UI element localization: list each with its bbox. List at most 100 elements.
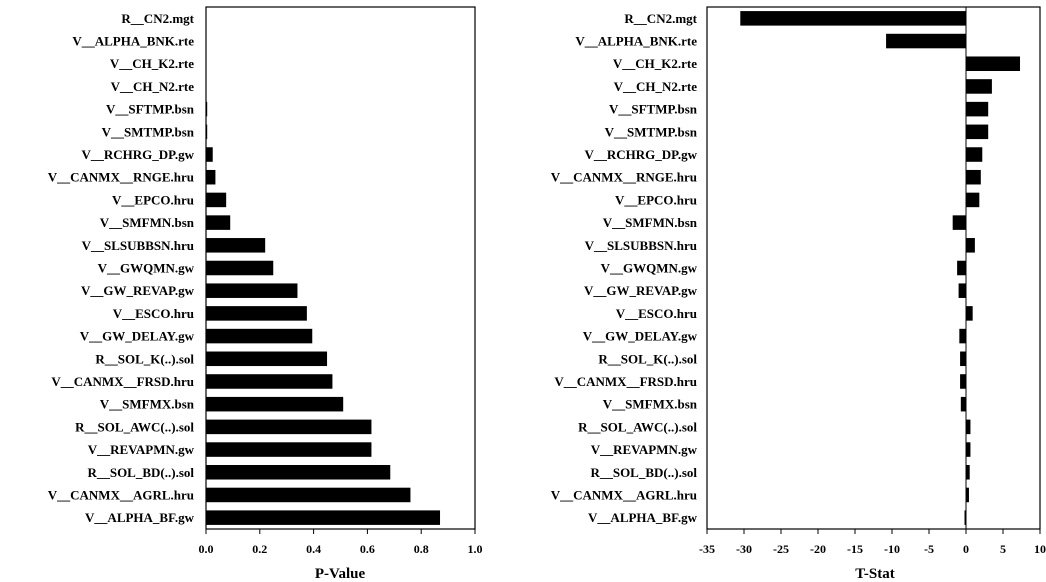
pvalue-category-label: V__SLSUBBSN.hru	[82, 238, 194, 253]
pvalue-x-tick-label: 0.6	[360, 542, 375, 556]
tstat-category-label: V__GW_DELAY.gw	[583, 329, 698, 344]
pvalue-x-tick-label: 0.4	[306, 542, 321, 556]
pvalue-bar	[206, 169, 216, 185]
pvalue-bar	[206, 396, 344, 412]
pvalue-category-label: V__SMFMX.bsn	[100, 397, 195, 412]
tstat-category-label: V__SMTMP.bsn	[605, 124, 698, 139]
tstat-bar	[957, 260, 966, 276]
pvalue-category-label: V__CANMX__RNGE.hru	[48, 170, 194, 185]
pvalue-category-label: R__SOL_AWC(..).sol	[75, 419, 194, 434]
pvalue-bar	[206, 260, 274, 276]
pvalue-bar	[206, 351, 328, 367]
tstat-bar	[966, 306, 973, 321]
tstat-x-tick-label: -10	[884, 542, 900, 556]
pvalue-category-label: V__EPCO.hru	[112, 192, 194, 207]
tstat-category-label: V__CH_K2.rte	[613, 56, 697, 71]
tstat-category-label: V__ALPHA_BF.gw	[588, 510, 698, 525]
pvalue-category-label: V__GWQMN.gw	[98, 261, 195, 276]
pvalue-x-tick-label: 0.8	[414, 542, 429, 556]
tstat-category-label: V__SMFMX.bsn	[603, 397, 698, 412]
tstat-category-label: R__SOL_AWC(..).sol	[578, 419, 697, 434]
tstat-bar	[966, 101, 989, 117]
pvalue-category-label: V__ALPHA_BNK.rte	[72, 34, 194, 49]
pvalue-bar	[206, 487, 411, 503]
pvalue-bar	[206, 192, 227, 208]
tstat-bar	[966, 124, 989, 140]
tstat-category-label: V__ESCO.hru	[616, 306, 697, 321]
tstat-x-tick-label: -5	[924, 542, 934, 556]
tstat-x-tick-label: -35	[699, 542, 715, 556]
pvalue-category-label: R__SOL_K(..).sol	[95, 351, 194, 366]
tstat-category-label: V__CANMX__RNGE.hru	[551, 170, 697, 185]
tstat-bar	[966, 464, 970, 480]
tstat-bar	[966, 147, 983, 162]
tstat-category-label: V__ALPHA_BNK.rte	[575, 34, 697, 49]
tstat-plot-frame	[706, 6, 1041, 530]
pvalue-category-label: V__REVAPMN.gw	[88, 442, 195, 457]
pvalue-category-label: V__SMTMP.bsn	[102, 124, 195, 139]
tstat-x-tick-label: 0	[963, 542, 969, 556]
pvalue-category-label: V__RCHRG_DP.gw	[81, 147, 194, 162]
tstat-category-label: V__REVAPMN.gw	[591, 442, 698, 457]
tstat-bar	[952, 215, 966, 230]
tstat-bar	[740, 11, 966, 26]
tstat-category-label: V__EPCO.hru	[615, 192, 697, 207]
tstat-bar	[966, 79, 992, 94]
pvalue-bar	[206, 510, 441, 525]
pvalue-bar	[206, 124, 208, 140]
pvalue-bar	[206, 238, 266, 253]
tstat-x-tick-label: -30	[736, 542, 752, 556]
pvalue-bar	[206, 328, 313, 344]
tstat-bar	[966, 442, 971, 457]
tstat-category-label: R__CN2.mgt	[624, 11, 697, 26]
tstat-bar	[966, 419, 971, 435]
tstat-category-label: V__SMFMN.bsn	[603, 215, 698, 230]
pvalue-bar	[206, 306, 307, 321]
tstat-x-tick-label: -25	[773, 542, 789, 556]
tstat-category-label: R__SOL_K(..).sol	[598, 351, 697, 366]
tstat-bar	[966, 192, 980, 208]
pvalue-bar	[206, 215, 231, 230]
pvalue-axis-title: P-Value	[315, 566, 366, 582]
pvalue-category-label: V__SMFMN.bsn	[100, 215, 195, 230]
tstat-bar	[886, 33, 966, 49]
pvalue-category-label: R__CN2.mgt	[121, 11, 194, 26]
tstat-x-tick-label: -15	[847, 542, 863, 556]
pvalue-x-tick-label: 0.2	[252, 542, 267, 556]
tstat-category-label: V__RCHRG_DP.gw	[584, 147, 697, 162]
tstat-bar	[959, 328, 966, 344]
pvalue-category-label: R__SOL_BD(..).sol	[87, 465, 194, 480]
tstat-bar	[966, 56, 1021, 72]
pvalue-category-label: V__CH_N2.rte	[111, 79, 195, 94]
tstat-category-label: V__CANMX__AGRL.hru	[551, 487, 697, 502]
tstat-category-label: R__SOL_BD(..).sol	[590, 465, 697, 480]
tstat-axis-title: T-Stat	[855, 566, 894, 582]
tstat-category-label: V__SLSUBBSN.hru	[585, 238, 697, 253]
pvalue-category-label: V__CANMX__FRSD.hru	[51, 374, 194, 389]
pvalue-category-label: V__ALPHA_BF.gw	[85, 510, 195, 525]
pvalue-x-tick-label: 1.0	[468, 542, 483, 556]
tstat-category-label: V__GW_REVAP.gw	[584, 283, 698, 298]
tstat-bar	[966, 169, 981, 185]
pvalue-category-label: V__GW_DELAY.gw	[80, 329, 195, 344]
pvalue-category-label: V__CH_K2.rte	[110, 56, 194, 71]
pvalue-bar	[206, 147, 213, 162]
tstat-category-label: V__GWQMN.gw	[601, 261, 698, 276]
tstat-bar	[960, 396, 966, 412]
pvalue-category-label: V__SFTMP.bsn	[106, 102, 195, 117]
pvalue-category-label: V__ESCO.hru	[113, 306, 194, 321]
pvalue-bar	[206, 419, 372, 435]
tstat-category-label: V__SFTMP.bsn	[609, 102, 698, 117]
tstat-bar	[966, 238, 975, 253]
tstat-x-tick-label: -20	[810, 542, 826, 556]
tstat-bar	[960, 374, 966, 389]
tstat-bar	[960, 351, 966, 367]
tstat-category-label: V__CH_N2.rte	[614, 79, 698, 94]
tstat-bar	[958, 283, 966, 298]
pvalue-bar	[206, 101, 208, 117]
tstat-x-tick-label: 5	[1000, 542, 1006, 556]
pvalue-bar	[206, 464, 391, 480]
pvalue-x-tick-label: 0.0	[199, 542, 214, 556]
tstat-bar	[964, 510, 966, 525]
